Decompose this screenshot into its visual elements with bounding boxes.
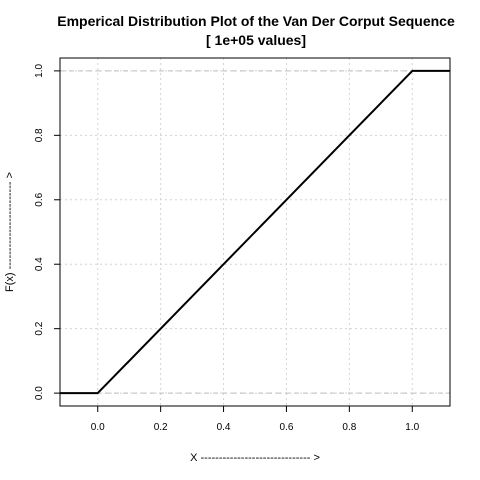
x-tick-label-0: 0.0 bbox=[91, 422, 105, 433]
y-tick-label-5: 1.0 bbox=[34, 64, 45, 78]
chart-title: Emperical Distribution Plot of the Van D… bbox=[57, 13, 455, 29]
x-axis-label: X ------------------------------ > bbox=[190, 452, 320, 464]
y-tick-label-3: 0.6 bbox=[34, 192, 45, 206]
plot-frame bbox=[59, 57, 451, 407]
x-tick-label-5: 1.0 bbox=[405, 422, 419, 433]
y-axis: 0.0 0.2 0.4 0.6 0.8 1.0 bbox=[34, 64, 60, 400]
y-tick-label-0: 0.0 bbox=[34, 386, 45, 400]
y-tick-label-4: 0.8 bbox=[34, 128, 45, 142]
y-tick-label-2: 0.4 bbox=[34, 257, 45, 271]
x-tick-label-1: 0.2 bbox=[154, 422, 168, 433]
ecdf-line-0 bbox=[60, 69, 450, 395]
y-tick-label-1: 0.2 bbox=[34, 321, 45, 335]
x-tick-label-4: 0.8 bbox=[342, 422, 356, 433]
x-tick-label-2: 0.4 bbox=[217, 422, 231, 433]
series-layer bbox=[60, 69, 450, 395]
x-tick-label-3: 0.6 bbox=[279, 422, 293, 433]
x-axis: 0.0 0.2 0.4 0.6 0.8 1.0 bbox=[91, 406, 420, 433]
chart-subtitle: [ 1e+05 values] bbox=[206, 32, 306, 48]
reference-lines bbox=[60, 70, 450, 394]
y-axis-label: F(x) ------------------------ > bbox=[4, 172, 16, 292]
